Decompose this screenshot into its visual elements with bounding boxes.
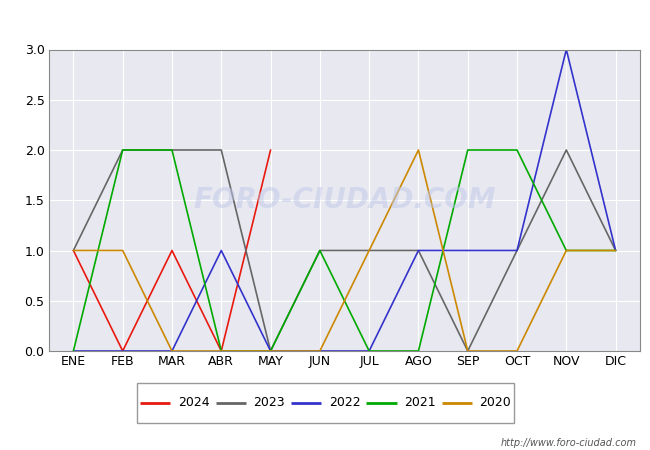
Text: 2024: 2024 bbox=[178, 396, 209, 409]
Text: 2021: 2021 bbox=[404, 396, 436, 409]
Text: http://www.foro-ciudad.com: http://www.foro-ciudad.com bbox=[501, 438, 637, 448]
Text: Matriculaciones de Vehiculos en Villaornate y Castro: Matriculaciones de Vehiculos en Villaorn… bbox=[89, 11, 561, 29]
Text: 2022: 2022 bbox=[329, 396, 360, 409]
Text: 2023: 2023 bbox=[254, 396, 285, 409]
Text: 2020: 2020 bbox=[480, 396, 512, 409]
Text: FORO-CIUDAD.COM: FORO-CIUDAD.COM bbox=[193, 186, 496, 214]
